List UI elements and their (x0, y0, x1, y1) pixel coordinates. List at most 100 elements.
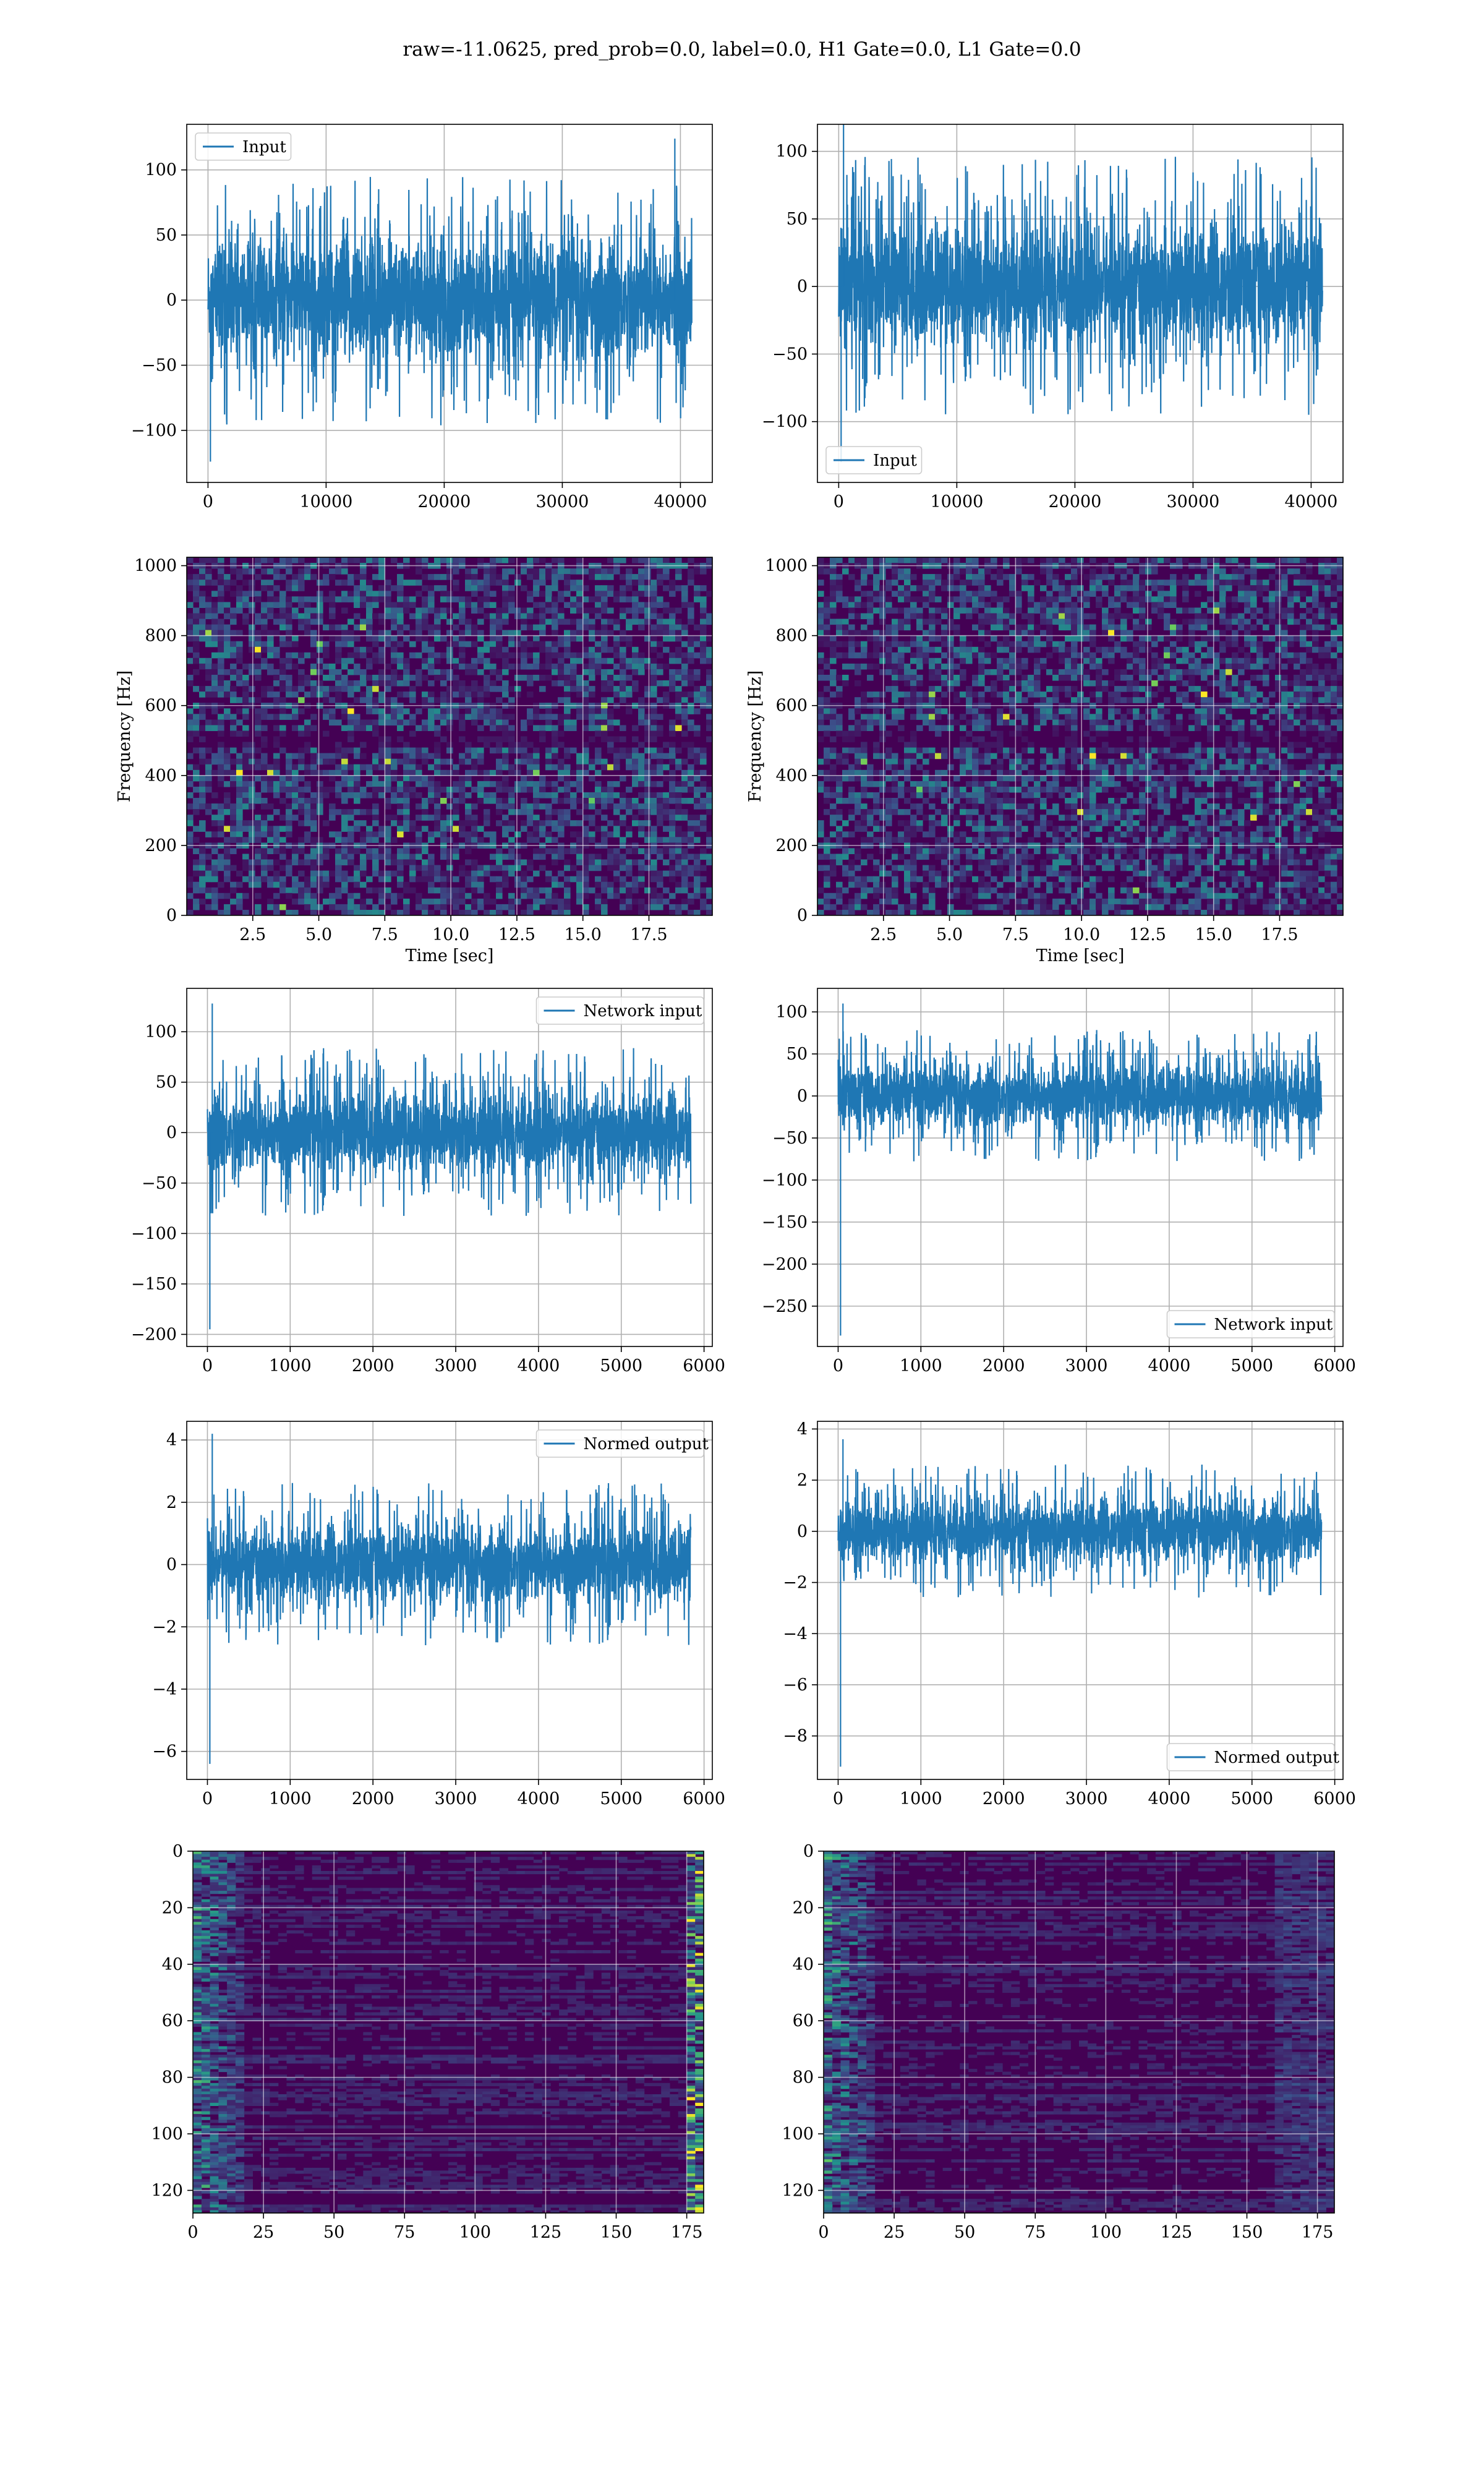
legend-label: Input (242, 138, 286, 156)
heat-cell (1090, 635, 1096, 642)
heat-cell (953, 652, 960, 659)
heat-cell (910, 574, 917, 580)
heat-cell (261, 786, 268, 793)
heat-cell (378, 747, 385, 754)
heat-cell (663, 602, 670, 608)
heat-cell (1077, 669, 1084, 675)
heat-cell (898, 585, 905, 591)
heat-cell (211, 591, 218, 597)
heat-cell (490, 876, 497, 883)
heat-cell (545, 898, 552, 905)
heat-cell (496, 669, 503, 675)
heat-cell (607, 708, 614, 714)
heat-cell (329, 568, 336, 575)
heat-cell (657, 630, 663, 636)
heat-cell (1071, 568, 1078, 575)
heat-cell (317, 580, 323, 586)
heat-cell (1213, 675, 1220, 681)
heat-cell (848, 607, 855, 614)
heat-cell (1083, 624, 1090, 631)
heat-cell (539, 792, 546, 798)
heat-cell (552, 613, 558, 620)
heat-cell (310, 876, 317, 883)
heat-cell (230, 881, 237, 888)
heat-cell (385, 663, 391, 670)
heat-cell (1195, 618, 1201, 625)
heat-cell (372, 887, 379, 894)
heat-cell (286, 758, 292, 765)
heat-cell (218, 624, 224, 631)
heat-cell (267, 881, 274, 888)
heat-cell (273, 904, 280, 910)
heat-cell (675, 904, 682, 910)
heat-cell (211, 613, 218, 620)
heat-cell (329, 769, 336, 776)
heat-cell (496, 764, 503, 771)
heat-cell (502, 714, 509, 720)
heat-cell (688, 881, 694, 888)
heat-cell (1077, 663, 1084, 670)
heat-cell (286, 613, 292, 620)
heat-cell (1170, 652, 1177, 659)
heat-cell (453, 691, 459, 698)
heat-cell (830, 652, 837, 659)
heat-cell (453, 680, 459, 687)
heat-cell (434, 786, 441, 793)
heat-cell (366, 697, 373, 703)
heat-cell (552, 574, 558, 580)
heat-cell (669, 580, 676, 586)
heat-cell (502, 719, 509, 726)
heat-cell (218, 753, 224, 760)
heat-cell (1226, 663, 1232, 670)
heat-cell (372, 865, 379, 871)
heat-cell (242, 663, 249, 670)
heat-cell (397, 859, 404, 866)
heat-cell (249, 764, 255, 771)
heat-cell (1170, 580, 1177, 586)
heat-cell (378, 898, 385, 905)
heat-cell (317, 781, 323, 787)
heat-cell (230, 641, 237, 648)
heat-cell (446, 786, 453, 793)
heat-cell (391, 607, 398, 614)
heat-cell (675, 781, 682, 787)
heat-cell (1052, 691, 1059, 698)
heat-cell (496, 630, 503, 636)
heat-cell (286, 663, 292, 670)
heat-cell (242, 691, 249, 698)
heat-cell (1201, 602, 1208, 608)
heat-cell (230, 697, 237, 703)
heat-cell (465, 714, 472, 720)
heat-cell (1337, 691, 1344, 698)
heat-cell (558, 769, 565, 776)
heat-cell (422, 697, 429, 703)
heat-cell (1275, 630, 1282, 636)
heat-cell (842, 630, 849, 636)
heat-cell (372, 837, 379, 843)
heat-cell (366, 725, 373, 731)
heat-cell (675, 657, 682, 664)
heat-cell (341, 635, 348, 642)
heat-cell (1164, 669, 1171, 675)
heat-cell (521, 870, 527, 877)
heat-cell (564, 747, 571, 754)
heat-cell (817, 613, 824, 620)
heat-cell (941, 580, 948, 586)
heat-cell (490, 719, 497, 726)
heat-cell (817, 568, 824, 575)
heat-cell (205, 865, 212, 871)
heat-cell (348, 630, 354, 636)
heat-cell (527, 568, 534, 575)
heat-cell (533, 826, 540, 832)
heat-cell (855, 663, 861, 670)
heat-cell (885, 624, 892, 631)
heat-cell (409, 876, 416, 883)
heat-cell (966, 652, 973, 659)
heat-cell (422, 557, 429, 563)
heat-cell (1269, 602, 1276, 608)
heat-cell (428, 887, 435, 894)
heat-cell (1114, 646, 1121, 653)
heat-cell (249, 831, 255, 837)
heat-cell (446, 675, 453, 681)
heat-cell (422, 809, 429, 815)
